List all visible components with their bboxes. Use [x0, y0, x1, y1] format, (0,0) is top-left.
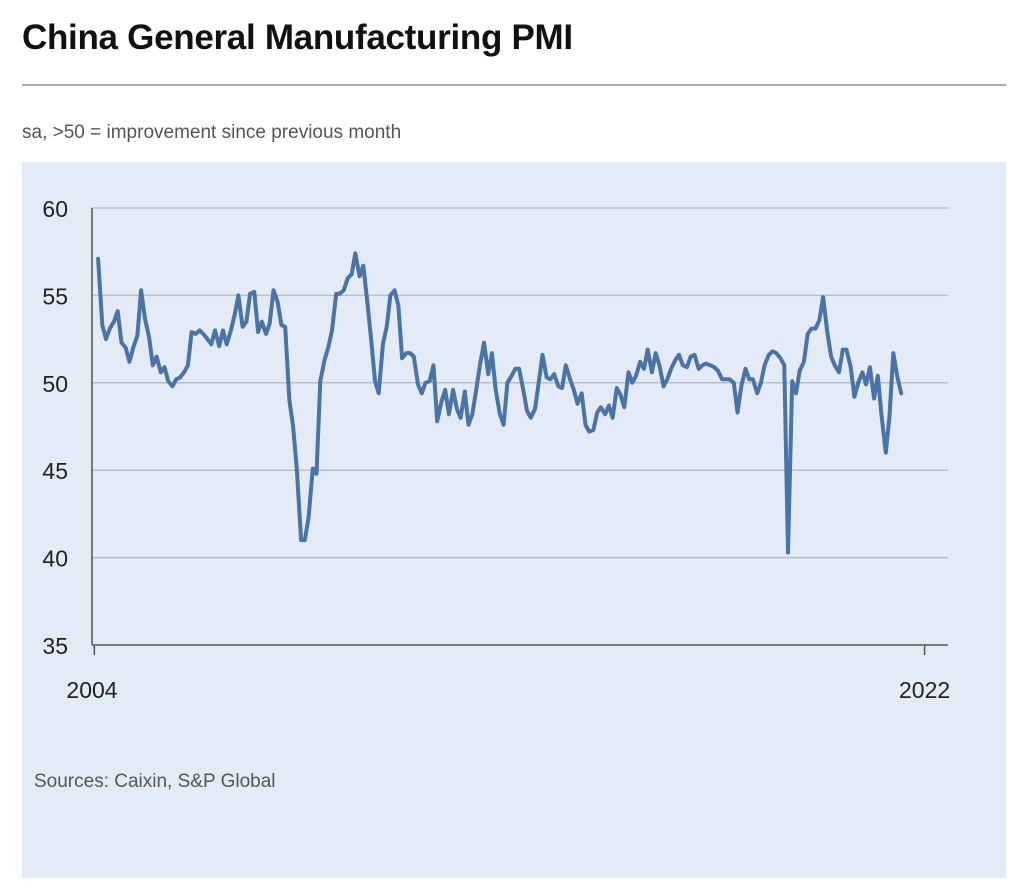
x-tick-label-2022: 2022 — [899, 677, 950, 703]
y-tick-label-40: 40 — [42, 546, 68, 572]
y-tick-label-50: 50 — [42, 371, 68, 397]
y-tick-label-45: 45 — [42, 458, 68, 484]
x-tick-label-2004: 2004 — [66, 677, 117, 703]
chart-subtitle: sa, >50 = improvement since previous mon… — [22, 122, 402, 143]
page-title: China General Manufacturing PMI — [22, 18, 573, 57]
sources-note: Sources: Caixin, S&P Global — [34, 771, 276, 792]
y-tick-label-35: 35 — [42, 633, 68, 659]
title-divider — [22, 84, 1006, 86]
y-tick-label-55: 55 — [42, 283, 68, 309]
series-line-pmi — [96, 251, 904, 555]
chart-panel — [22, 162, 1006, 878]
y-tick-label-60: 60 — [42, 196, 68, 222]
